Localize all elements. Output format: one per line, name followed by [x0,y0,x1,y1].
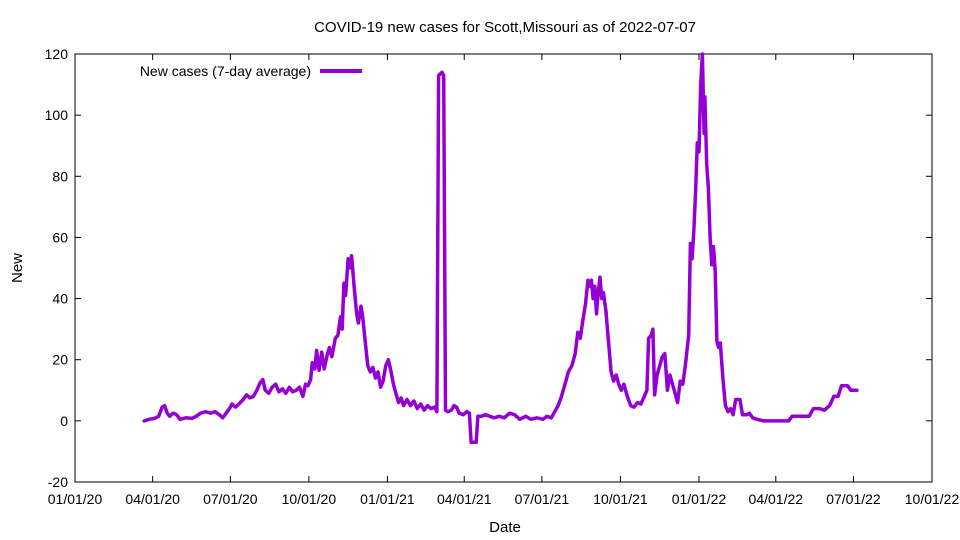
x-tick-label: 10/01/20 [282,491,337,507]
plot-area-frame [74,53,933,483]
series-layer [142,52,859,445]
y-tick-label: 80 [52,168,68,184]
x-tick-label: 10/01/21 [593,491,648,507]
x-tick-label: 04/01/20 [125,491,180,507]
x-tick-label: 07/01/20 [203,491,258,507]
x-axis: 01/01/20 04/01/20 07/01/20 10/01/20 01/01/21… [48,54,960,507]
y-tick-label: 40 [52,291,68,307]
y-tick-label: 120 [45,46,69,62]
x-tick-label: 01/01/21 [360,491,415,507]
y-tick-label: 20 [52,352,68,368]
y-tick-label: 0 [60,413,68,429]
x-tick-label: 04/01/21 [437,491,492,507]
legend-label: New cases (7-day average) [140,63,311,79]
x-tick-label: 10/01/22 [905,491,960,507]
y-axis-label: New [9,253,26,283]
x-axis-label: Date [489,519,521,536]
y-tick-label: 100 [45,107,69,123]
y-axis: -20 0 20 40 60 80 100 120 [45,46,932,490]
x-tick-label: 07/01/21 [515,491,570,507]
x-tick-label: 04/01/22 [749,491,804,507]
y-tick-label: 60 [52,229,68,245]
x-tick-label: 07/01/22 [826,491,881,507]
legend: New cases (7-day average) [140,63,362,79]
chart-title: COVID-19 new cases for Scott,Missouri as… [314,19,696,36]
y-tick-label: -20 [48,474,68,490]
series-line [142,52,859,445]
x-tick-label: 01/01/22 [672,491,727,507]
x-tick-label: 01/01/20 [48,491,103,507]
